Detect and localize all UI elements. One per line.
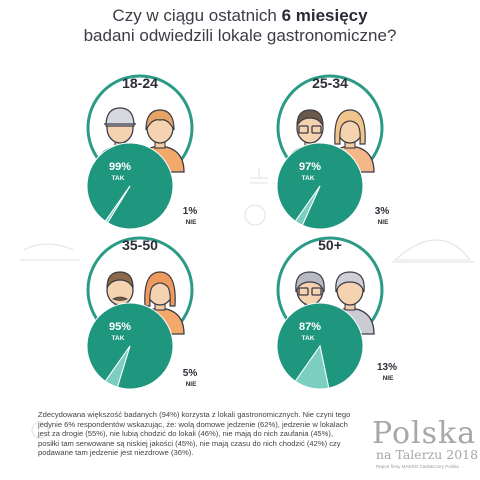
- person-a-3-hair: [295, 271, 325, 293]
- footer-text: Zdecydowana większość badanych (94%) kor…: [38, 410, 351, 458]
- pie-1: [276, 142, 364, 230]
- pie-slice-nie-3: [294, 344, 330, 390]
- title-bold: 6 miesięcy: [281, 6, 368, 25]
- plate-doodle: [244, 204, 266, 226]
- person-b-1-hair: [334, 109, 366, 145]
- tak-value-2: 95%: [109, 321, 131, 333]
- fork-doodle: [250, 168, 268, 184]
- person-b-0-hair: [145, 109, 175, 131]
- chart-group-1: 25-34 97% TAK 3% NIE: [276, 74, 390, 230]
- tak-label-0: TAK: [112, 175, 125, 182]
- age-label-3: 50+: [318, 237, 342, 253]
- tak-label-1: TAK: [302, 175, 315, 182]
- logo-sub: na Talerzu 2018: [376, 447, 479, 462]
- logo-note: Raport firmy MAKRO Cash&Carry Polska: [376, 464, 459, 469]
- tak-value-3: 87%: [299, 321, 321, 333]
- tak-value-1: 97%: [299, 161, 321, 173]
- pie-3: [276, 302, 364, 390]
- nie-value-2: 5%: [183, 368, 198, 379]
- tak-label-3: TAK: [302, 335, 315, 342]
- bowl-doodle: [20, 243, 80, 261]
- cup-doodle: [31, 421, 49, 439]
- person-a-1-glasses-right: [311, 125, 322, 134]
- tak-label-2: TAK: [112, 335, 125, 342]
- nie-value-1: 3%: [375, 206, 390, 217]
- person-a-2-moustache: [112, 296, 128, 301]
- nie-value-3: 13%: [377, 362, 397, 373]
- page-title: Czy w ciągu ostatnich 6 miesięcy badani …: [0, 6, 480, 46]
- nie-label-2: NIE: [186, 381, 198, 388]
- age-label-0: 18-24: [122, 75, 158, 91]
- age-label-1: 25-34: [312, 75, 348, 91]
- pie-slice-nie-1: [294, 185, 321, 226]
- pie-2: [86, 302, 174, 390]
- chart-group-0: 18-24 99% TAK 1% NIE: [86, 74, 198, 230]
- nie-label-3: NIE: [383, 375, 395, 382]
- person-a-0-hair: [104, 107, 136, 127]
- tak-value-0: 99%: [109, 161, 131, 173]
- pie-slice-nie-0: [104, 185, 131, 224]
- nie-label-1: NIE: [378, 219, 390, 226]
- person-a-1-glasses-left: [298, 125, 309, 134]
- nie-value-0: 1%: [183, 206, 198, 217]
- chart-group-3: 50+ 87% TAK 13% NIE: [276, 236, 397, 390]
- person-b-2-hair: [144, 271, 176, 307]
- pie-0: [86, 142, 174, 230]
- background-food-doodles: [20, 168, 474, 439]
- person-a-3-glasses-right: [311, 287, 322, 296]
- person-a-2-hair: [106, 271, 134, 289]
- cloche-doodle: [392, 239, 474, 263]
- person-a-3-glasses-left: [298, 287, 309, 296]
- logo-main: Polska: [372, 416, 477, 451]
- chart-group-2: 35-50 95% TAK 5% NIE: [86, 236, 198, 390]
- pie-slice-nie-2: [104, 345, 131, 388]
- nie-label-0: NIE: [186, 219, 198, 226]
- person-a-1-hair: [296, 109, 324, 127]
- title-line2: badani odwiedzili lokale gastronomiczne?: [83, 26, 397, 45]
- person-b-3-hair: [335, 271, 365, 293]
- age-label-2: 35-50: [122, 237, 158, 253]
- pie-slice-tak-0: [86, 142, 174, 230]
- title-part1: Czy w ciągu ostatnich: [112, 6, 282, 25]
